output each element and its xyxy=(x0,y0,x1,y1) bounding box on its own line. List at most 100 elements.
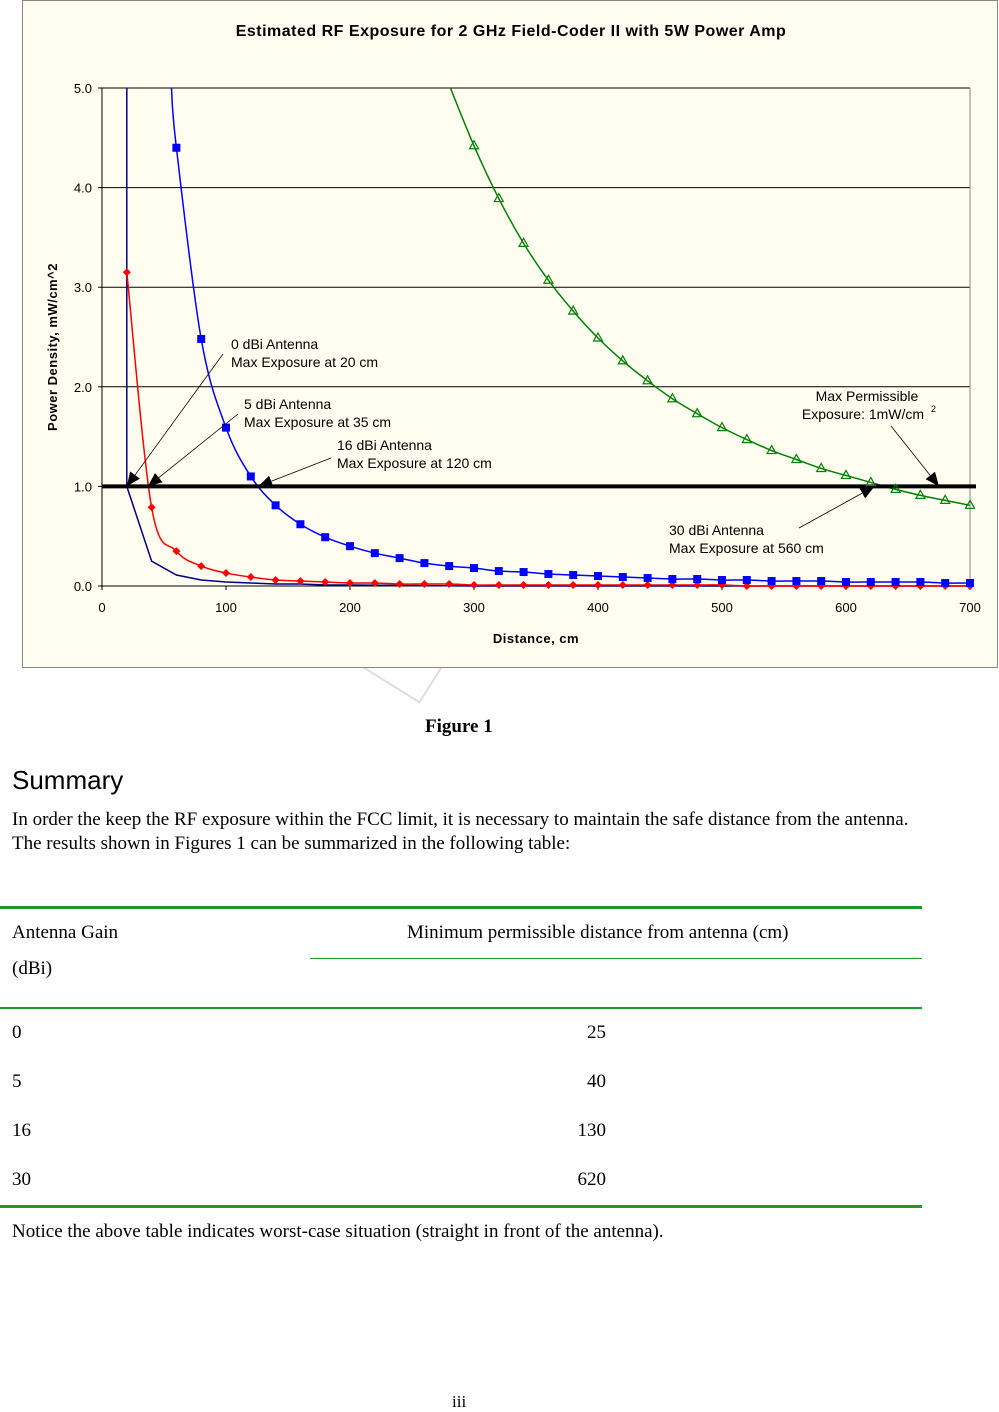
series-line-3 xyxy=(449,87,971,507)
data-point-square xyxy=(643,574,652,583)
data-point-triangle xyxy=(617,354,629,365)
table-top-rule xyxy=(0,906,922,909)
annotation-leader xyxy=(890,425,931,476)
data-point-square xyxy=(172,143,181,152)
data-point-triangle xyxy=(741,433,753,444)
annotation-arrowhead xyxy=(925,471,939,487)
data-point-square xyxy=(668,575,677,584)
x-tick-label: 300 xyxy=(463,600,485,615)
data-point-square xyxy=(197,334,206,343)
data-point-triangle xyxy=(691,407,703,418)
data-point-square xyxy=(370,549,379,558)
annotation-line1: 5 dBi Antenna xyxy=(244,396,331,412)
data-point-triangle xyxy=(815,462,827,473)
chart-title: Estimated RF Exposure for 2 GHz Field-Co… xyxy=(236,23,787,40)
data-point-triangle xyxy=(914,489,926,499)
data-point-triangle xyxy=(642,374,654,385)
y-axis-label: Power Density, mW/cm^2 xyxy=(45,263,60,431)
x-tick-label: 200 xyxy=(339,600,361,615)
data-point-diamond xyxy=(321,578,330,587)
gain-cell: 0 xyxy=(12,1022,22,1043)
note: Notice the above table indicates worst-c… xyxy=(12,1221,664,1242)
data-point-triangle xyxy=(766,444,778,455)
data-point-diamond xyxy=(594,581,602,590)
data-point-triangle xyxy=(790,453,802,464)
annotation-arrowhead xyxy=(258,475,274,487)
data-point-square xyxy=(792,577,801,586)
data-point-square xyxy=(321,533,330,542)
data-point-triangle xyxy=(716,421,728,432)
data-point-diamond xyxy=(296,577,305,586)
annotation-line2: Max Exposure at 35 cm xyxy=(244,414,391,430)
data-point-diamond xyxy=(470,581,478,590)
data-point-square xyxy=(346,542,354,551)
series-line-0 xyxy=(126,88,970,587)
annotation-line2: Max Exposure at 20 cm xyxy=(231,354,378,370)
x-tick-label: 700 xyxy=(959,600,981,615)
x-tick-label: 0 xyxy=(98,600,105,615)
data-point-square xyxy=(842,578,850,587)
y-tick-label: 0.0 xyxy=(74,579,92,594)
annotation-leader xyxy=(271,457,332,482)
data-point-diamond xyxy=(420,580,429,589)
data-point-diamond xyxy=(494,581,503,590)
table-header-bottom-rule xyxy=(0,1007,922,1009)
figure-caption: Figure 1 xyxy=(425,716,493,737)
y-tick-label: 3.0 xyxy=(74,280,92,295)
chart-svg: Estimated RF Exposure for 2 GHz Field-Co… xyxy=(45,23,981,646)
header-antenna-gain-unit: (dBi) xyxy=(12,958,53,979)
data-point-square xyxy=(891,578,900,587)
table-header-rule xyxy=(310,958,922,959)
annotation-line1: 16 dBi Antenna xyxy=(337,437,432,453)
x-tick-label: 100 xyxy=(215,600,237,615)
annotation-leader xyxy=(158,413,239,478)
data-point-square xyxy=(470,564,478,573)
data-point-diamond xyxy=(147,503,156,512)
data-point-square xyxy=(767,577,776,586)
y-tick-label: 1.0 xyxy=(74,479,92,494)
data-point-diamond xyxy=(519,581,528,590)
data-point-square xyxy=(941,579,950,588)
annotation-leader xyxy=(134,353,224,476)
data-point-diamond xyxy=(271,576,280,585)
distance-cell: 25 xyxy=(587,1022,606,1043)
table-bottom-rule xyxy=(0,1205,922,1208)
data-point-diamond xyxy=(445,580,454,589)
data-point-triangle xyxy=(964,499,976,509)
summary-paragraph: In order the keep the RF exposure within… xyxy=(12,809,909,854)
data-point-square xyxy=(569,571,578,580)
data-point-diamond xyxy=(544,581,553,590)
annotation-arrowhead xyxy=(126,471,140,487)
page-number: iii xyxy=(452,1392,467,1411)
data-point-square xyxy=(519,568,528,577)
data-point-triangle xyxy=(518,237,530,247)
distance-cell: 620 xyxy=(577,1169,607,1190)
gain-cell: 30 xyxy=(12,1169,31,1190)
data-point-triangle xyxy=(468,139,480,150)
annotation-leader xyxy=(798,492,863,529)
gain-cell: 16 xyxy=(12,1120,31,1141)
data-point-square xyxy=(420,559,429,568)
x-axis-label: Distance, cm xyxy=(493,631,579,646)
data-point-diamond xyxy=(569,581,578,590)
data-point-diamond xyxy=(643,581,652,590)
y-tick-label: 4.0 xyxy=(74,181,92,196)
data-point-square xyxy=(594,572,602,581)
data-point-square xyxy=(271,501,280,510)
data-point-square xyxy=(544,570,553,579)
data-point-diamond xyxy=(172,547,181,556)
annotation-line1: 0 dBi Antenna xyxy=(231,336,318,352)
annotation-line2: Exposure: 1mW/cm xyxy=(802,406,924,422)
data-point-diamond xyxy=(222,569,230,578)
data-point-diamond xyxy=(618,581,627,590)
data-point-triangle xyxy=(542,274,554,284)
data-point-square xyxy=(866,578,875,587)
data-point-triangle xyxy=(567,304,579,315)
annotation-line2: Max Exposure at 560 cm xyxy=(669,540,824,556)
data-point-square xyxy=(246,472,255,481)
data-point-diamond xyxy=(370,579,379,588)
data-point-square xyxy=(296,520,305,529)
data-point-triangle xyxy=(666,392,678,403)
distance-cell: 130 xyxy=(577,1120,607,1141)
data-point-triangle xyxy=(493,192,505,203)
